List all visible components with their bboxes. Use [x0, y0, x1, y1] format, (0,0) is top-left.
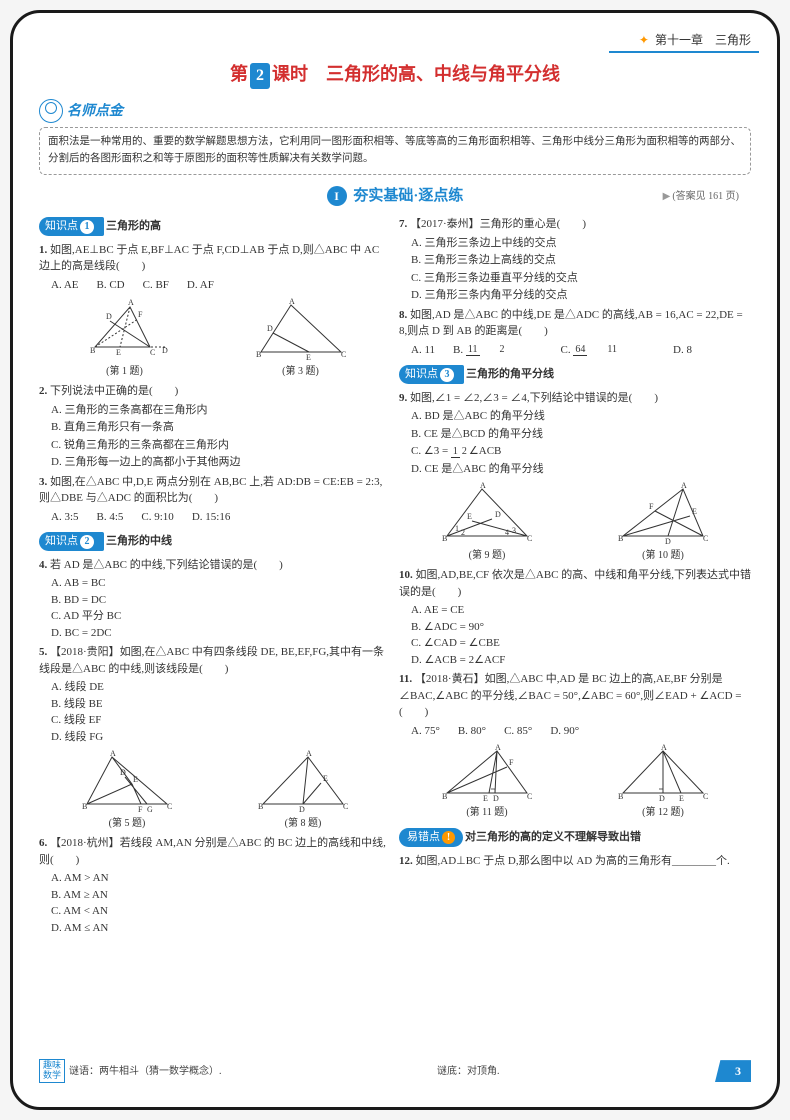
- tip-text: 面积法是一种常用的、重要的数学解题思想方法，它利用同一图形面积相等、等底等高的三…: [39, 127, 751, 175]
- svg-text:F: F: [509, 758, 514, 767]
- svg-text:C: C: [167, 802, 172, 811]
- page-number: 3: [715, 1060, 751, 1082]
- knowledge-point-3: 知识点3: [399, 365, 464, 384]
- svg-text:A: A: [128, 298, 134, 307]
- svg-text:B: B: [442, 534, 447, 543]
- svg-text:C: C: [343, 802, 348, 811]
- svg-text:B: B: [90, 346, 95, 355]
- svg-text:C: C: [527, 792, 532, 801]
- svg-text:D: D: [267, 324, 273, 333]
- svg-text:B: B: [82, 802, 87, 811]
- svg-text:C: C: [527, 534, 532, 543]
- knowledge-point-2: 知识点2: [39, 532, 104, 551]
- teacher-icon: [39, 99, 63, 123]
- svg-text:E: E: [692, 507, 697, 516]
- question-11: 11. 【2018·黄石】如图,△ABC 中,AD 是 BC 边上的高,AE,B…: [399, 671, 751, 739]
- svg-text:F: F: [138, 805, 143, 814]
- svg-text:A: A: [110, 749, 116, 758]
- page-footer: 趣味数学 谜语：两牛相斗（猜一数学概念）. 谜底：对顶角. 3: [39, 1059, 751, 1083]
- svg-text:D: D: [495, 510, 501, 519]
- svg-text:A: A: [495, 743, 501, 752]
- question-3: 3. 如图,在△ABC 中,D,E 两点分别在 AB,BC 上,若 AD:DB …: [39, 474, 391, 526]
- svg-text:F: F: [138, 310, 143, 319]
- svg-text:B: B: [618, 792, 623, 801]
- svg-text:E: E: [483, 794, 488, 803]
- teacher-tip: 名师点金 面积法是一种常用的、重要的数学解题思想方法，它利用同一图形面积相等、等…: [39, 99, 751, 175]
- svg-text:E: E: [467, 512, 472, 521]
- question-1: 1. 如图,AE⊥BC 于点 E,BF⊥AC 于点 F,CD⊥AB 于点 D,则…: [39, 242, 391, 294]
- svg-text:G: G: [147, 805, 153, 814]
- svg-text:D: D: [493, 794, 499, 803]
- question-5: 5. 【2018·贵阳】如图,在△ABC 中有四条线段 DE, BE,EF,FG…: [39, 644, 391, 745]
- svg-text:1: 1: [455, 524, 459, 533]
- figure-11: ABCEDF (第 11 题): [437, 743, 537, 820]
- svg-text:A: A: [661, 743, 667, 752]
- svg-text:B: B: [442, 792, 447, 801]
- question-8: 8. 如图,AD 是△ABC 的中线,DE 是△ADC 的高线,AB = 16,…: [399, 307, 751, 359]
- figure-5: ABCDEFG (第 5 题): [77, 749, 177, 831]
- chapter-label: 第十一章 三角形: [655, 33, 751, 47]
- svg-text:C: C: [703, 792, 708, 801]
- svg-text:E: E: [133, 775, 138, 784]
- svg-text:D: D: [665, 537, 671, 546]
- svg-text:C: C: [703, 534, 708, 543]
- svg-text:E: E: [306, 353, 311, 362]
- section-foundation: I 夯实基础·逐点练 (答案见 161 页): [31, 185, 759, 208]
- svg-text:D: D: [659, 794, 665, 803]
- svg-text:A: A: [306, 749, 312, 758]
- riddle-text: 谜语：两牛相斗（猜一数学概念）.: [69, 1064, 222, 1079]
- figure-10: ABCDEF (第 10 题): [613, 481, 713, 563]
- figure-1: ABECDFD (第 1 题): [80, 297, 170, 379]
- question-2: 2. 下列说法中正确的是( ) A. 三角形的三条高都在三角形内B. 直角三角形…: [39, 383, 391, 471]
- svg-text:B: B: [256, 350, 261, 359]
- error-point: 易错点!: [399, 828, 463, 847]
- figure-3: ABCDE (第 3 题): [251, 297, 351, 379]
- svg-text:D: D: [299, 805, 305, 814]
- svg-text:D: D: [120, 768, 126, 777]
- svg-text:F: F: [649, 502, 654, 511]
- question-10: 10. 如图,AD,BE,CF 依次是△ABC 的高、中线和角平分线,下列表达式…: [399, 567, 751, 668]
- left-column: 知识点1三角形的高 1. 如图,AE⊥BC 于点 E,BF⊥AC 于点 F,CD…: [39, 213, 391, 939]
- svg-text:B: B: [258, 802, 263, 811]
- figure-12: ABCDE (第 12 题): [613, 743, 713, 820]
- tip-label: 名师点金: [67, 101, 123, 122]
- right-column: 7. 【2017·泰州】三角形的重心是( ) A. 三角形三条边上中线的交点B.…: [399, 213, 751, 939]
- svg-text:E: E: [116, 348, 121, 357]
- svg-text:D: D: [106, 312, 112, 321]
- svg-text:D: D: [162, 346, 168, 355]
- svg-text:2: 2: [461, 528, 465, 537]
- riddle-answer: 谜底：对顶角.: [437, 1064, 500, 1079]
- question-9: 9. 如图,∠1 = ∠2,∠3 = ∠4,下列结论中错误的是( ) A. BD…: [399, 390, 751, 478]
- svg-text:C: C: [341, 350, 346, 359]
- svg-text:E: E: [323, 774, 328, 783]
- question-4: 4. 若 AD 是△ABC 的中线,下列结论错误的是( ) A. AB = BC…: [39, 557, 391, 642]
- svg-text:3: 3: [512, 526, 516, 535]
- question-6: 6. 【2018·杭州】若线段 AM,AN 分别是△ABC 的 BC 边上的高线…: [39, 835, 391, 936]
- question-7: 7. 【2017·泰州】三角形的重心是( ) A. 三角形三条边上中线的交点B.…: [399, 216, 751, 304]
- svg-text:A: A: [480, 481, 486, 490]
- lesson-title: 第2课时 三角形的高、中线与角平分线: [31, 61, 759, 89]
- svg-text:C: C: [150, 348, 155, 357]
- svg-text:E: E: [679, 794, 684, 803]
- figure-8: ABCDE (第 8 题): [253, 749, 353, 831]
- svg-text:A: A: [289, 297, 295, 306]
- svg-text:4: 4: [505, 528, 509, 537]
- knowledge-point-1: 知识点1: [39, 217, 104, 236]
- svg-text:A: A: [681, 481, 687, 490]
- question-12: 12. 如图,AD⊥BC 于点 D,那么图中以 AD 为高的三角形有______…: [399, 853, 751, 870]
- chapter-header: ✦第十一章 三角形: [31, 31, 759, 53]
- figure-9: ABCDE1234 (第 9 题): [437, 481, 537, 563]
- svg-text:B: B: [618, 534, 623, 543]
